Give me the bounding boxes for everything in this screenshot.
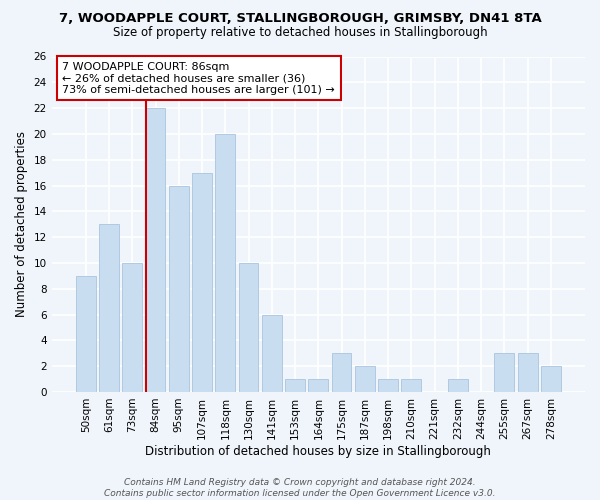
Bar <box>355 366 375 392</box>
Bar <box>541 366 561 392</box>
Bar <box>76 276 95 392</box>
Bar <box>146 108 166 392</box>
Bar <box>99 224 119 392</box>
Bar <box>169 186 188 392</box>
Bar <box>192 172 212 392</box>
Bar <box>308 379 328 392</box>
Bar <box>215 134 235 392</box>
Y-axis label: Number of detached properties: Number of detached properties <box>15 131 28 317</box>
Bar <box>239 263 259 392</box>
Bar <box>332 354 352 392</box>
Bar <box>448 379 468 392</box>
Bar <box>518 354 538 392</box>
Text: 7, WOODAPPLE COURT, STALLINGBOROUGH, GRIMSBY, DN41 8TA: 7, WOODAPPLE COURT, STALLINGBOROUGH, GRI… <box>59 12 541 26</box>
Bar <box>122 263 142 392</box>
Bar <box>285 379 305 392</box>
Text: 7 WOODAPPLE COURT: 86sqm
← 26% of detached houses are smaller (36)
73% of semi-d: 7 WOODAPPLE COURT: 86sqm ← 26% of detach… <box>62 62 335 94</box>
X-axis label: Distribution of detached houses by size in Stallingborough: Distribution of detached houses by size … <box>145 444 491 458</box>
Text: Size of property relative to detached houses in Stallingborough: Size of property relative to detached ho… <box>113 26 487 39</box>
Bar <box>494 354 514 392</box>
Text: Contains HM Land Registry data © Crown copyright and database right 2024.
Contai: Contains HM Land Registry data © Crown c… <box>104 478 496 498</box>
Bar <box>378 379 398 392</box>
Bar <box>262 314 282 392</box>
Bar <box>401 379 421 392</box>
